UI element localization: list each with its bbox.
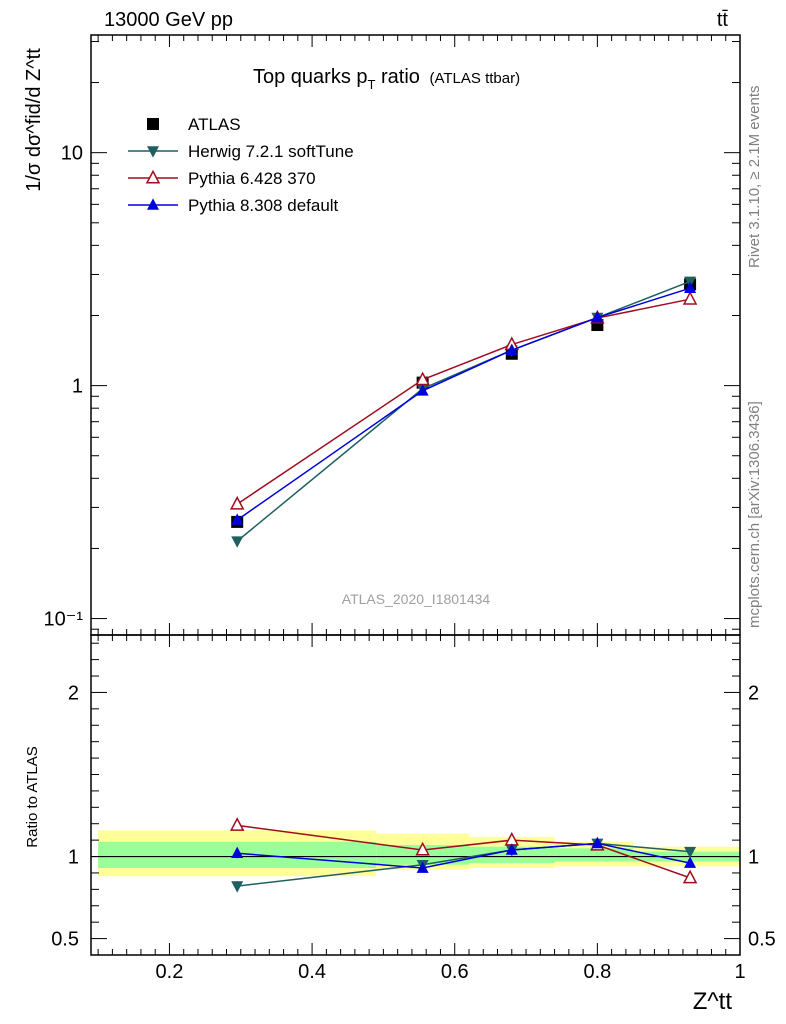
data-point: [416, 384, 429, 396]
title-paren: (ATLAS ttbar): [430, 70, 521, 87]
ratio-point: [416, 861, 429, 873]
series-atlas: [231, 278, 697, 528]
x-tick-label: 1: [734, 961, 745, 983]
ratio-point: [684, 846, 697, 859]
title-main: Top quarks p: [253, 66, 368, 88]
legend-label: ATLAS: [188, 115, 241, 134]
process-label: tt̄: [717, 9, 729, 31]
data-point: [682, 290, 698, 305]
ratio-panel-frame: 0.5 0.51 12 20.2 0.4 0.6 0.8 1: [51, 634, 776, 983]
x-tick-label: 0.2: [156, 961, 184, 983]
series-herwig-7-2-1-softtune: [231, 276, 697, 548]
ratio-y-tick-label-right: 2: [748, 682, 759, 704]
series-pythia-8-308-default: [231, 281, 697, 525]
legend: ATLAS Herwig 7.2.1 softTune Pythia 6.428 3…: [128, 115, 354, 215]
ratio-point: [684, 856, 697, 868]
legend-marker: [147, 146, 159, 158]
title-sub: T: [368, 77, 376, 92]
title-tail: ratio: [375, 66, 419, 88]
ratio-point: [505, 843, 518, 855]
ratio-series-group: [229, 817, 698, 893]
ratio-ylabel: Ratio to ATLAS: [24, 746, 41, 847]
main-series-group: [229, 276, 698, 548]
legend-marker: [145, 169, 161, 184]
series-line: [236, 280, 691, 542]
main-y-tick-label: 1: [72, 376, 83, 398]
energy-label: 13000 GeV pp: [104, 9, 233, 31]
legend-marker: [147, 118, 159, 130]
data-point: [505, 343, 518, 355]
ratio-point: [415, 841, 430, 856]
data-point: [231, 536, 244, 548]
ratio-y-tick-label-right: 1: [748, 847, 759, 869]
x-axis-label-text: Z^tt: [693, 988, 733, 1015]
main-y-tick-label: 10⁻¹: [44, 609, 84, 631]
data-point: [684, 281, 697, 293]
ratio-series-pythia-8-308-default: [231, 836, 697, 873]
data-point: [591, 310, 604, 323]
ratio-series-pythia-6-428-370: [229, 817, 698, 884]
main-ylabel-text: 1/σ dσ^fid/d Z^tt: [23, 48, 45, 192]
ratio-point: [682, 869, 698, 884]
ratio-point: [231, 846, 244, 859]
main-ylabel: 1/σ dσ^fid/d Z^tt: [23, 48, 45, 192]
band-green: [554, 848, 634, 862]
x-axis-label: Z^tt: [693, 988, 733, 1015]
legend-label: Pythia 6.428 370: [188, 169, 316, 188]
ratio-y-tick-label-right: 0.5: [748, 929, 776, 951]
ratio-point: [591, 836, 604, 849]
legend-label: Herwig 7.2.1 softTune: [188, 142, 354, 161]
mcplots-note: mcplots.cern.ch [arXiv:1306.3436]: [746, 401, 763, 628]
ratio-point: [231, 881, 244, 893]
ratio-point: [229, 817, 245, 831]
legend-label: Pythia 8.308 default: [188, 196, 339, 215]
data-point: [231, 513, 244, 525]
ratio-y-tick-label-left: 1: [68, 847, 79, 869]
legend-marker: [147, 198, 159, 210]
analysis-watermark: ATLAS_2020_I1801434: [342, 591, 491, 607]
data-point: [229, 495, 245, 510]
x-tick-label: 0.8: [583, 961, 611, 983]
x-tick-label: 0.6: [441, 961, 469, 983]
main-y-tick-label: 10: [61, 143, 83, 165]
main-title: Top quarks pT ratio (ATLAS ttbar): [253, 66, 520, 92]
rivet-note: Rivet 3.1.10, ≥ 2.1M events: [746, 85, 763, 269]
ratio-y-tick-label-left: 0.5: [51, 929, 79, 951]
x-tick-label: 0.4: [298, 961, 326, 983]
ratio-plot-border: [90, 634, 741, 956]
ratio-y-tick-label-left: 2: [68, 682, 79, 704]
